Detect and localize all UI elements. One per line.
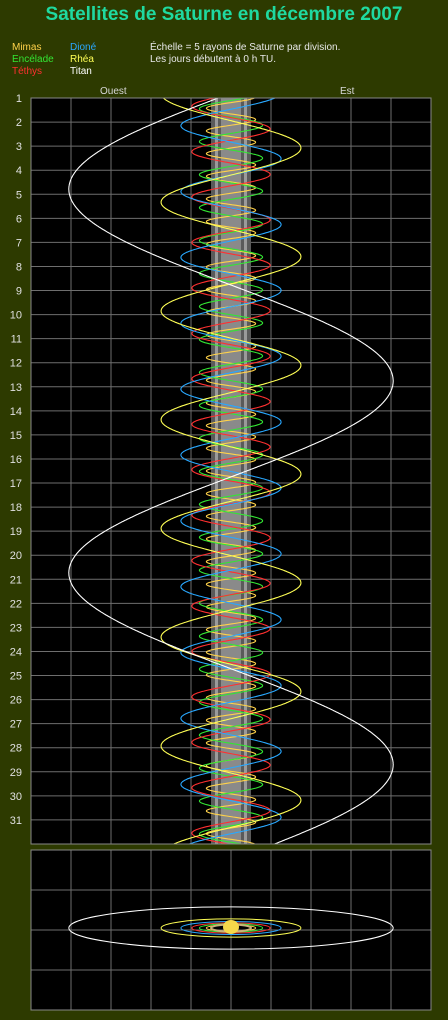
- day-tick-label: 6: [16, 213, 22, 225]
- day-tick-label: 11: [11, 334, 22, 346]
- day-tick-label: 8: [16, 261, 22, 273]
- orbit-titan: [68, 906, 394, 950]
- legend-col-1: Mimas Encélade Téthys: [12, 42, 54, 78]
- day-tick-label: 2: [16, 117, 22, 129]
- legend-rhea: Rhéa: [70, 54, 94, 65]
- trace-titan: [68, 98, 394, 844]
- day-tick-label: 10: [10, 310, 22, 322]
- trace-mimas: [205, 98, 257, 844]
- plot-frame: [30, 97, 432, 845]
- ring-gap-west: [215, 98, 218, 844]
- day-tick-label: 29: [10, 767, 22, 779]
- legend-col-2: Dioné Rhéa Titan: [70, 42, 96, 78]
- day-tick-label: 19: [10, 526, 22, 538]
- day-tick-label: 30: [10, 791, 22, 803]
- east-label: Est: [340, 86, 355, 97]
- day-tick-label: 28: [10, 743, 22, 755]
- day-tick-label: 25: [10, 671, 22, 683]
- day-tick-label: 15: [10, 430, 22, 442]
- day-tick-label: 14: [10, 406, 22, 418]
- trace-tethys: [191, 98, 271, 844]
- day-tick-label: 22: [10, 598, 22, 610]
- day-tick-label: 1: [16, 93, 22, 105]
- legend-tethys: Téthys: [12, 66, 43, 77]
- day-tick-label: 20: [10, 550, 22, 562]
- day-tick-label: 13: [10, 382, 22, 394]
- day-tick-label: 26: [10, 695, 22, 707]
- day-tick-label: 18: [10, 502, 22, 514]
- day-tick-label: 4: [16, 165, 22, 177]
- legend-titan: Titan: [70, 66, 92, 77]
- west-label: Ouest: [100, 86, 127, 97]
- page-title: Satellites de Saturne en décembre 2007: [45, 4, 403, 25]
- day-tick-label: 23: [10, 622, 22, 634]
- day-tick-label: 31: [10, 815, 22, 827]
- trace-encelade: [198, 98, 264, 844]
- legend-encelade: Encélade: [12, 54, 54, 65]
- time-note: Les jours débutent à 0 h TU.: [150, 54, 277, 65]
- trace-rhea: [160, 98, 302, 844]
- day-tick-label: 24: [10, 646, 22, 658]
- day-tick-label: 3: [16, 141, 22, 153]
- day-tick-label: 21: [10, 574, 22, 586]
- orbit-view-frame: [30, 849, 432, 1011]
- trace-dione: [180, 98, 282, 844]
- scale-note: Échelle = 5 rayons de Saturne par divisi…: [150, 42, 341, 53]
- day-tick-label: 17: [10, 478, 22, 490]
- day-tick-label: 12: [10, 358, 22, 370]
- day-tick-label: 27: [10, 719, 22, 731]
- day-tick-label: 16: [10, 454, 22, 466]
- legend-mimas: Mimas: [12, 42, 42, 53]
- day-tick-label: 9: [16, 286, 22, 298]
- day-tick-label: 7: [16, 237, 22, 249]
- orbit-rhea: [160, 918, 302, 938]
- saturn-globe: [223, 920, 239, 934]
- legend-dione: Dioné: [70, 42, 97, 53]
- day-tick-label: 5: [16, 189, 22, 201]
